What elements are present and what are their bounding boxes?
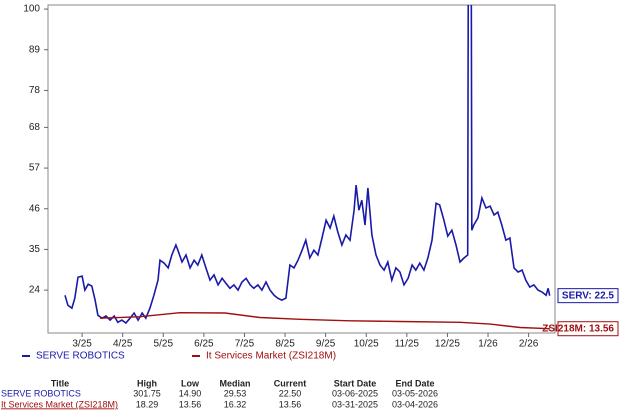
- x-tick-label: 5/25: [154, 339, 174, 350]
- table-cell: 16.32: [224, 399, 247, 409]
- table-cell: 22.50: [279, 388, 302, 398]
- table-header: Median: [219, 378, 250, 388]
- x-tick-label: 1/26: [478, 339, 498, 350]
- x-tick-label: 2/26: [519, 339, 539, 350]
- end-label: ZSI218M: 13.56: [542, 323, 614, 334]
- table-header: End Date: [395, 378, 434, 388]
- x-tick-label: 12/25: [435, 339, 460, 350]
- table-cell: 301.75: [133, 388, 161, 398]
- legend-label: It Services Market (ZSI218M): [206, 351, 336, 362]
- table-cell: SERVE ROBOTICS: [1, 388, 81, 398]
- x-tick-label: 6/25: [194, 339, 214, 350]
- plot-area: [64, 5, 551, 330]
- end-label-box: [557, 288, 619, 304]
- table-cell: 18.29: [136, 399, 159, 409]
- y-tick-label: 68: [29, 122, 41, 133]
- table-header: Current: [274, 378, 307, 388]
- x-tick-label: 11/25: [395, 339, 420, 350]
- series-line: [64, 5, 551, 325]
- x-tick-label: 3/25: [72, 339, 92, 350]
- table-header: High: [137, 378, 157, 388]
- y-tick-label: 24: [29, 285, 41, 296]
- y-tick-label: 35: [29, 244, 41, 255]
- table-header: Low: [181, 378, 200, 388]
- x-tick-label: 7/25: [235, 339, 255, 350]
- x-tick-label: 9/25: [316, 339, 336, 350]
- plot-frame: [47, 4, 556, 334]
- table-cell: 14.90: [179, 388, 202, 398]
- table-cell: 03-31-2025: [332, 399, 378, 409]
- table-header: Start Date: [334, 378, 377, 388]
- x-tick-label: 8/25: [275, 339, 295, 350]
- y-tick-label: 78: [29, 85, 41, 96]
- table-cell: 13.56: [179, 399, 202, 409]
- end-label: SERV: 22.5: [562, 290, 615, 301]
- legend-label: SERVE ROBOTICS: [36, 351, 125, 362]
- table-cell: 03-05-2026: [392, 388, 438, 398]
- table-header: Title: [51, 378, 69, 388]
- series-line: [99, 311, 550, 330]
- y-tick-label: 89: [29, 44, 41, 55]
- table-cell: 03-04-2026: [392, 399, 438, 409]
- y-tick-label: 46: [29, 203, 41, 214]
- y-tick-label: 57: [29, 163, 41, 174]
- table-cell: 29.53: [224, 388, 247, 398]
- table-cell: 03-06-2025: [332, 388, 378, 398]
- y-tick-label: 100: [23, 4, 40, 15]
- end-label-box: [557, 321, 619, 337]
- x-tick-label: 4/25: [113, 339, 133, 350]
- table-cell: 13.56: [279, 399, 302, 409]
- table-cell: It Services Market (ZSI218M): [1, 399, 118, 409]
- x-tick-label: 10/25: [354, 339, 379, 350]
